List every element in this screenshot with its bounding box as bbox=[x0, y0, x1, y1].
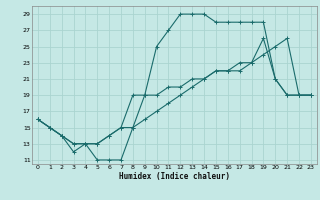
X-axis label: Humidex (Indice chaleur): Humidex (Indice chaleur) bbox=[119, 172, 230, 181]
